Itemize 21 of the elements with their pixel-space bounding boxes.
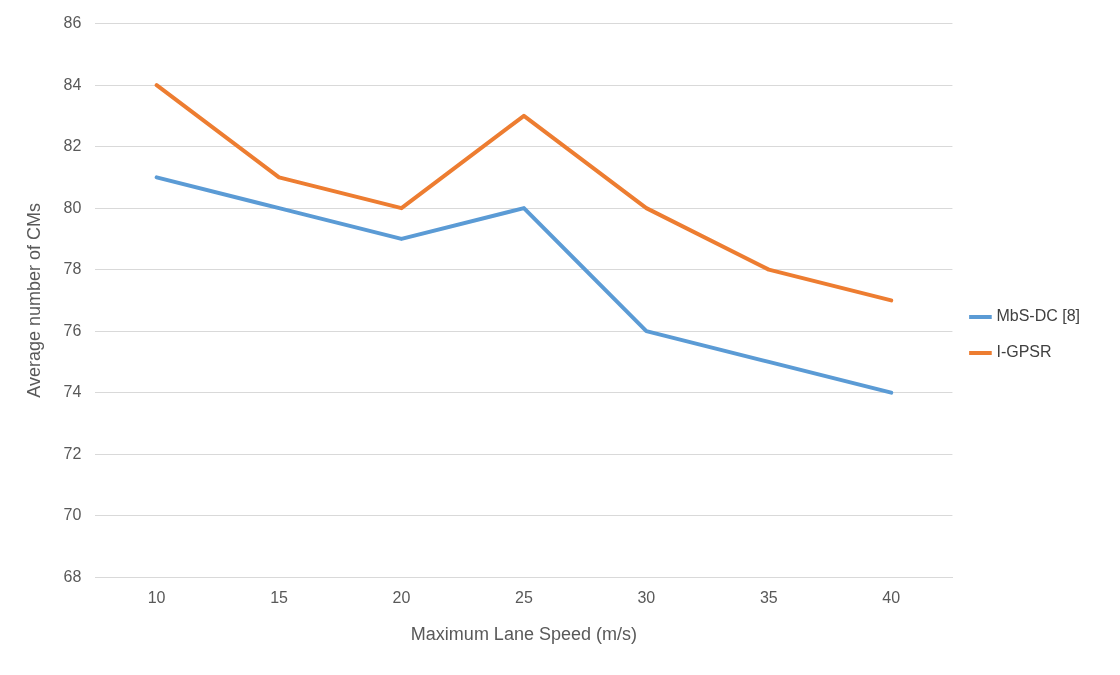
x-tick-label: 30 <box>637 589 656 607</box>
y-tick-label: 72 <box>63 444 82 462</box>
y-tick-label: 82 <box>63 137 82 155</box>
y-axis-title: Average number of CMs <box>23 203 44 398</box>
y-tick-label: 68 <box>63 567 82 585</box>
x-tick-label: 35 <box>759 589 778 607</box>
y-tick-label: 76 <box>63 321 82 339</box>
y-tick-label: 70 <box>63 506 82 524</box>
y-tick-label: 74 <box>63 383 82 401</box>
x-tick-label: 10 <box>147 589 166 607</box>
legend-label: I-GPSR <box>996 343 1052 361</box>
y-tick-label: 86 <box>63 14 82 32</box>
y-tick-label: 84 <box>63 75 82 93</box>
y-tick-label: 80 <box>63 198 82 216</box>
x-tick-label: 20 <box>392 589 411 607</box>
x-tick-label: 40 <box>882 589 901 607</box>
x-tick-label: 25 <box>515 589 533 607</box>
y-tick-label: 78 <box>63 260 82 278</box>
legend-label: MbS-DC [8] <box>996 307 1081 325</box>
x-axis-title: Maximum Lane Speed (m/s) <box>410 624 637 645</box>
x-tick-label: 15 <box>270 589 289 607</box>
